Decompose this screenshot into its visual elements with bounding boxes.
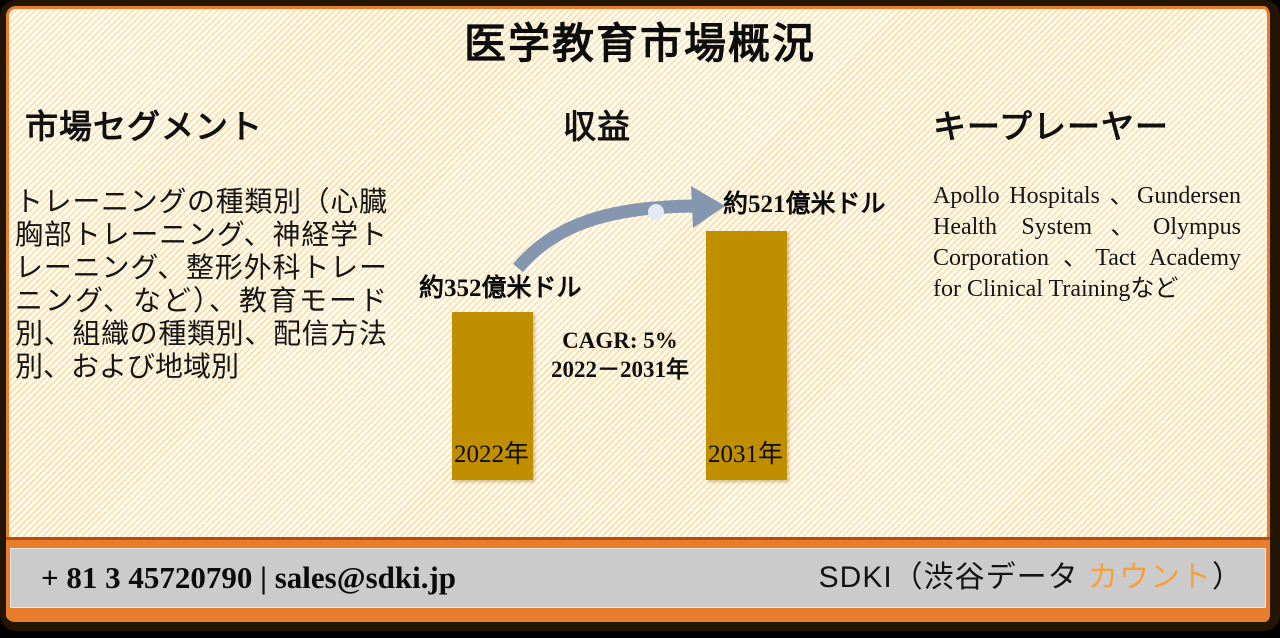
key-players-heading: キープレーヤー [933, 110, 1170, 146]
revenue-bar-2022: 2022年 [452, 312, 533, 480]
brand-highlight: カウント [1088, 561, 1212, 594]
footer-gray-bar: + 81 3 45720790 | sales@sdki.jp SDKI（渋谷デ… [10, 548, 1266, 608]
segments-heading: 市場セグメント [25, 110, 263, 146]
revenue-bar-2031: 2031年 [706, 231, 787, 480]
contact-info: + 81 3 45720790 | sales@sdki.jp [41, 560, 457, 595]
arrow-dot-icon [648, 204, 664, 220]
brand-logo: SDKI（渋谷データ カウント） [819, 549, 1243, 607]
bar-2022-value-label: 約352億米ドル [419, 275, 582, 302]
bar-2031-value-label: 約521億米ドル [723, 191, 886, 218]
growth-arrow-icon [513, 186, 725, 273]
segments-body: トレーニングの種類別（心臓胸部トレーニング、神経学トレーニング、整形外科トレーニ… [15, 187, 387, 383]
cagr-line2: 2022－2031年 [551, 357, 689, 382]
cagr-line1: CAGR: 5% [562, 328, 678, 353]
key-players-body: Apollo Hospitals 、Gundersen Health Syste… [933, 183, 1241, 302]
footer-band: + 81 3 45720790 | sales@sdki.jp SDKI（渋谷デ… [6, 537, 1270, 622]
bar-2031-year-label: 2031年 [708, 441, 784, 468]
brand-suffix: ） [1212, 561, 1243, 594]
cagr-annotation: CAGR: 5% 2022－2031年 [525, 326, 715, 384]
page-title: 医学教育市場概況 [463, 22, 816, 68]
brand-prefix: SDKI（渋谷データ [818, 561, 1088, 594]
revenue-heading: 収益 [563, 110, 631, 146]
bar-2022-year-label: 2022年 [454, 441, 530, 468]
growth-arrow [495, 180, 730, 292]
